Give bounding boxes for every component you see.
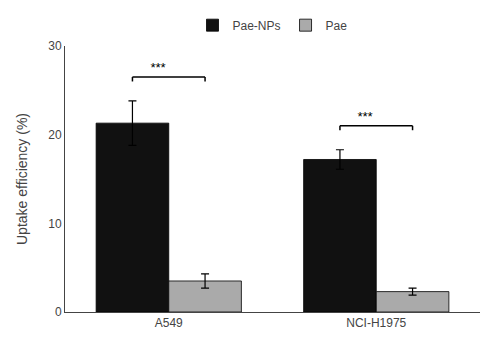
svg-text:Pae-NPs: Pae-NPs bbox=[233, 19, 281, 33]
svg-text:***: *** bbox=[357, 109, 373, 124]
svg-text:0: 0 bbox=[55, 305, 62, 319]
svg-text:***: *** bbox=[150, 60, 166, 75]
svg-text:30: 30 bbox=[48, 39, 62, 53]
svg-text:A549: A549 bbox=[155, 316, 183, 330]
svg-text:10: 10 bbox=[48, 217, 62, 231]
svg-text:NCI-H1975: NCI-H1975 bbox=[346, 316, 406, 330]
svg-text:Pae: Pae bbox=[326, 19, 348, 33]
svg-text:20: 20 bbox=[48, 128, 62, 142]
svg-text:Uptake efficiency (%): Uptake efficiency (%) bbox=[14, 113, 30, 245]
